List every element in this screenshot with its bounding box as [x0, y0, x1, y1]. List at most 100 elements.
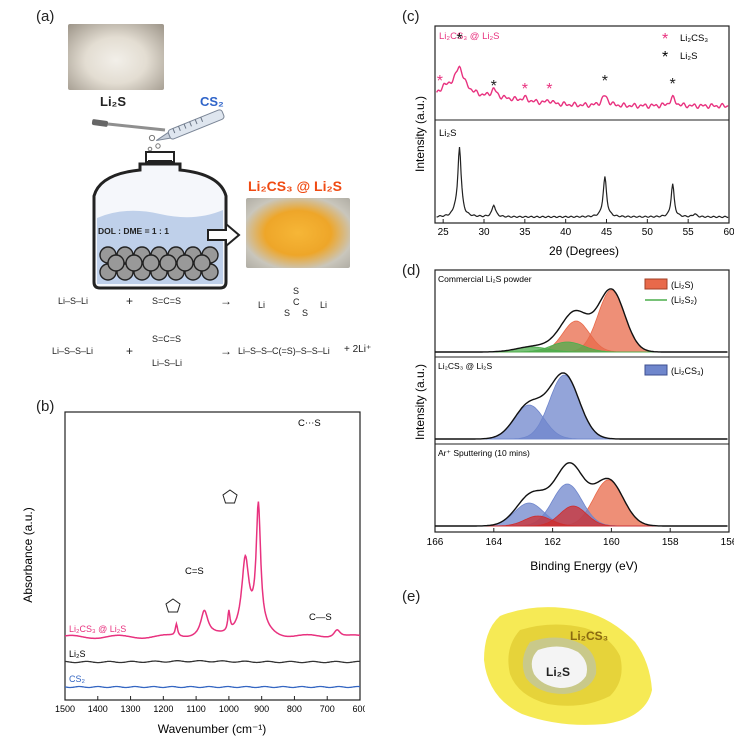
drop-icon — [147, 146, 153, 152]
x-tick-label: 60 — [723, 227, 734, 238]
peak-star: * — [522, 81, 528, 98]
fit-component — [464, 374, 684, 440]
product-s-top: S — [293, 286, 300, 296]
fit-component — [464, 515, 684, 527]
drop-icon — [155, 143, 161, 149]
x-axis-label: Binding Energy (eV) — [530, 559, 637, 573]
pipette-icon — [155, 109, 225, 142]
li2s-label: Li₂S — [100, 94, 126, 109]
inner-label: Li₂S — [546, 665, 570, 679]
x-tick-label: 55 — [683, 227, 695, 238]
x-tick-label: 164 — [485, 537, 502, 548]
legend-li2s: Li₂S — [69, 649, 86, 659]
reaction-arrow: → — [220, 344, 232, 358]
series-li2cs3 — [435, 65, 729, 109]
envelope-line — [435, 372, 728, 440]
legend-star-pink: * — [662, 31, 668, 48]
sub3-title: Ar⁺ Sputtering (10 mins) — [438, 448, 530, 458]
envelope-line — [435, 288, 728, 353]
xps-chart: 166 164 162 160 158 156 Intensity (a.u.) Bind… — [413, 269, 734, 573]
reaction-2: Li–S–S–Li + S=C=S Li–S–Li → Li–S–S–C(=S)… — [52, 332, 372, 378]
x-tick-label: 158 — [662, 537, 679, 548]
x-tick-label: 800 — [287, 704, 302, 714]
y-axis-label: Absorbance (a.u.) — [21, 507, 35, 602]
panel-e-label: (e) — [402, 588, 421, 605]
ftir-chart: 1500 1400 1300 1200 1100 1000 900 800 700 600 Abs… — [21, 411, 365, 736]
x-tick-label: 156 — [721, 537, 734, 548]
product-label: Li₂CS₃ @ Li₂S — [248, 178, 343, 194]
envelope-line — [435, 462, 728, 527]
x-tick-label: 40 — [560, 227, 572, 238]
legend-li2cs3: (Li₂CS₃) — [671, 366, 704, 376]
series-li2cs3 — [64, 501, 361, 640]
legend-li2s2: (Li₂S₂) — [671, 295, 697, 305]
product-s-bottom-right: S — [302, 308, 309, 318]
series-li2s — [436, 147, 729, 219]
cs2-label: CS₂ — [200, 94, 224, 109]
legend-cs2: CS₂ — [69, 674, 86, 684]
reactant-cs2: S=C=S — [152, 296, 182, 306]
x-tick-label: 30 — [478, 227, 490, 238]
product-li-right: Li — [320, 300, 328, 310]
annotation-cs-single: C—S — [309, 612, 332, 623]
plus-sign: + — [126, 344, 134, 358]
legend-star-black: * — [662, 49, 668, 66]
reactant-li2s2: Li–S–S–Li — [52, 346, 94, 356]
peak-star: * — [670, 76, 676, 93]
top-title: Li₂CS₃ @ Li₂S — [439, 31, 500, 42]
solvent-label: DOL : DME = 1 : 1 — [98, 226, 169, 236]
peak-star: * — [491, 78, 497, 95]
x-tick-label: 700 — [320, 704, 335, 714]
panel-a-label: (a) — [36, 8, 55, 25]
legend-li2cs3: Li₂CS₃ @ Li₂S — [69, 624, 126, 634]
x-tick-label: 25 — [438, 227, 450, 238]
product-li-left: Li — [258, 300, 266, 310]
x-tick-label: 35 — [519, 227, 531, 238]
reactant-li2s: Li–S–Li — [58, 296, 89, 306]
legend-li2cs3: Li₂CS₃ — [680, 33, 708, 44]
x-axis-label: Wavenumber (cm⁻¹) — [158, 722, 267, 736]
lithium-ion-charge: + 2Li⁺ — [344, 344, 372, 355]
x-axis-label: 2θ (Degrees) — [549, 244, 619, 258]
x-tick-label: 1000 — [219, 704, 239, 714]
x-tick-label: 1100 — [186, 704, 205, 714]
li2s-powder-photo — [68, 24, 164, 90]
x-tick-label: 600 — [352, 704, 365, 714]
bottom-title: Li₂S — [439, 128, 456, 139]
legend-li2s: Li₂S — [680, 51, 697, 62]
y-axis-label: Intensity (a.u.) — [413, 364, 427, 440]
ring-icon — [222, 489, 238, 504]
drop-icon — [148, 134, 156, 142]
ring-icon — [165, 598, 181, 613]
panel-b-label: (b) — [36, 398, 55, 415]
legend-swatch-li2s — [644, 278, 668, 290]
x-tick-label: 1400 — [88, 704, 108, 714]
reaction-arrow: → — [220, 294, 232, 308]
x-tick-label: 162 — [544, 537, 561, 548]
peak-star: * — [546, 81, 552, 98]
x-tick-label: 50 — [642, 227, 654, 238]
reactant-li2s: Li–S–Li — [152, 358, 183, 368]
bottle-icon — [92, 151, 228, 290]
right-arrow-icon — [207, 222, 241, 248]
sub1-title: Commercial Li₂S powder — [438, 274, 532, 284]
x-tick-label: 166 — [427, 537, 444, 548]
annotation-cs-double: C=S — [185, 566, 204, 577]
legend-li2s: (Li₂S) — [671, 280, 694, 290]
annotation-cs-triple: C⋯S — [298, 418, 321, 429]
li2s-core — [531, 646, 587, 688]
bottle-diagram — [91, 109, 228, 290]
y-axis-label: Intensity (a.u.) — [413, 96, 427, 172]
plus-sign: + — [126, 294, 134, 308]
core-shell-diagram: Li₂CS₃ Li₂S — [484, 607, 652, 725]
plot-frame — [64, 411, 361, 701]
series-li2s — [64, 659, 361, 664]
product-li2cs5: Li–S–S–C(=S)–S–S–Li — [238, 346, 330, 356]
x-tick-label: 45 — [601, 227, 613, 238]
spatula-icon — [91, 119, 166, 132]
plot-frame — [434, 25, 730, 224]
x-tick-label: 1300 — [121, 704, 141, 714]
series-cs2 — [64, 685, 361, 689]
legend-swatch-li2cs3 — [644, 364, 668, 376]
x-tick-label: 1500 — [55, 704, 75, 714]
